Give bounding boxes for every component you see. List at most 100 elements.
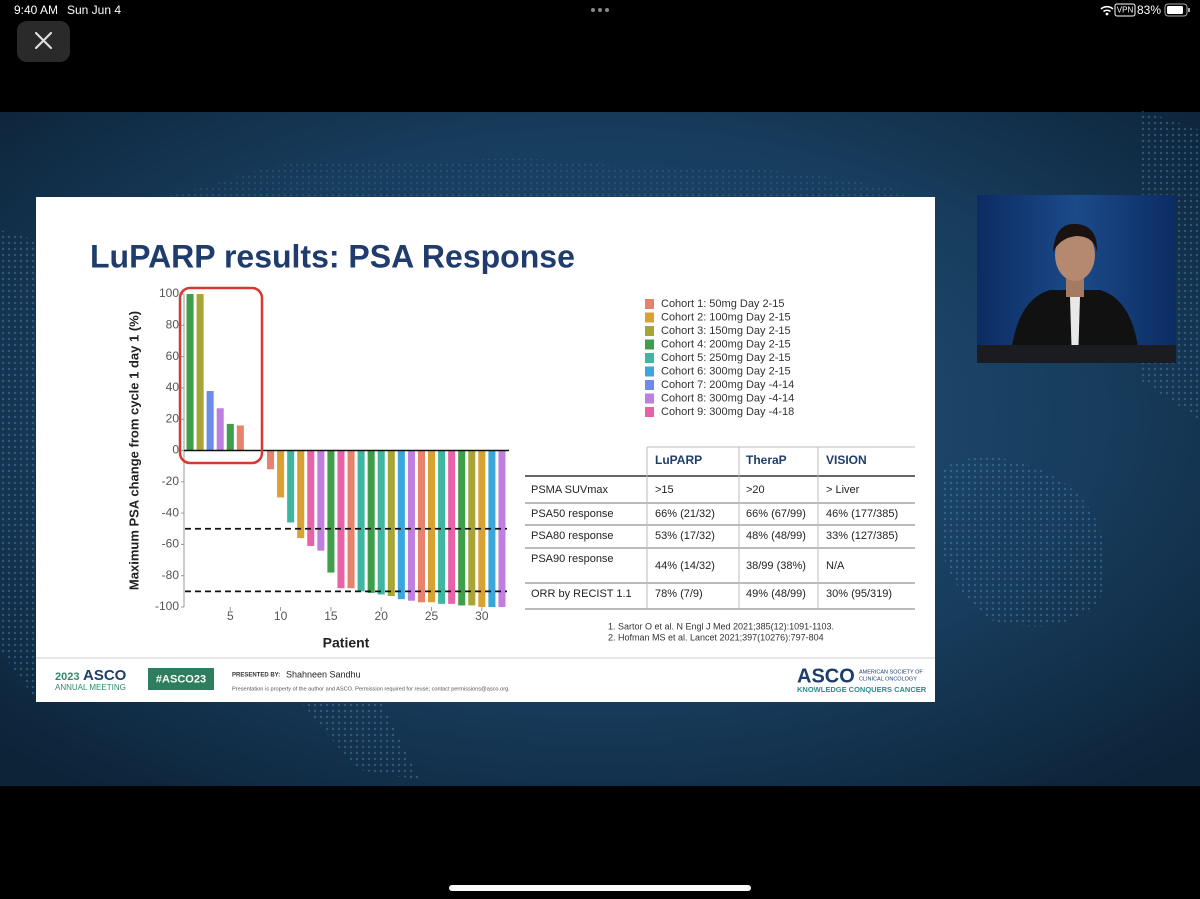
- bar: [307, 450, 315, 546]
- wifi-icon: [1100, 5, 1114, 13]
- table-cell: N/A: [826, 560, 845, 572]
- bar: [236, 425, 244, 451]
- y-tick-label: 60: [166, 349, 180, 363]
- bar: [488, 450, 496, 607]
- bar: [186, 294, 194, 451]
- legend-label: Cohort 5: 250mg Day 2-15: [661, 352, 791, 364]
- multitask-dots[interactable]: [591, 8, 609, 12]
- table-cell: 38/99 (38%): [746, 560, 806, 572]
- vpn-label: VPN: [1117, 6, 1134, 15]
- table-cell: 44% (14/32): [655, 560, 715, 572]
- table-cell: 49% (48/99): [746, 588, 806, 600]
- legend-swatch: [645, 366, 654, 377]
- bar: [498, 450, 506, 607]
- y-tick-label: 80: [166, 317, 180, 331]
- x-tick-label: 20: [375, 609, 389, 623]
- legend-swatch: [645, 299, 654, 309]
- legend-swatch: [645, 312, 654, 323]
- y-tick-label: -40: [162, 505, 180, 519]
- footer-asco: ASCO: [83, 667, 127, 684]
- slide-title: LuPARP results: PSA Response: [90, 238, 575, 274]
- speaker-video: [977, 195, 1176, 363]
- table-cell: > Liver: [826, 484, 860, 496]
- bar: [317, 450, 325, 551]
- y-tick-label: 100: [159, 286, 179, 300]
- x-axis-label: Patient: [323, 635, 370, 651]
- x-tick-label: 30: [475, 609, 489, 623]
- legend-swatch: [645, 326, 654, 336]
- chart: -100 -80 -60 -40 -20 0 20 40 60 80 100 5 10 15 20 25 30 P…: [126, 286, 794, 651]
- hashtag: #ASCO23: [156, 673, 206, 685]
- table-cell: 33% (127/385): [826, 530, 898, 542]
- tagline: KNOWLEDGE CONQUERS CANCER: [797, 685, 927, 694]
- legend-label: Cohort 1: 50mg Day 2-15: [661, 298, 785, 310]
- x-tick-label: 25: [425, 609, 439, 623]
- bar: [438, 450, 446, 604]
- reference: 2. Hofman MS et al. Lancet 2021;397(1027…: [608, 632, 824, 642]
- reference: 1. Sartor O et al. N Engl J Med 2021;385…: [608, 621, 834, 631]
- bar: [216, 408, 224, 451]
- bar: [478, 450, 486, 607]
- table-cell: 53% (17/32): [655, 530, 715, 542]
- battery-level: [1167, 6, 1183, 14]
- legend-label: Cohort 9: 300mg Day -4-18: [661, 406, 794, 418]
- bar: [196, 294, 204, 451]
- legend-swatch: [645, 380, 654, 390]
- hashtag-box: [148, 668, 214, 690]
- society-name: AMERICAN SOCIETY OF: [859, 669, 923, 675]
- legend-label: Cohort 2: 100mg Day 2-15: [661, 311, 791, 323]
- bar: [428, 450, 436, 603]
- wifi-dot: [1105, 12, 1109, 16]
- presented-by: PRESENTED BY:: [232, 673, 280, 679]
- y-tick-label: 20: [166, 411, 180, 425]
- bar: [206, 391, 214, 451]
- bar: [417, 450, 425, 603]
- y-tick-label: 0: [172, 443, 179, 457]
- bar: [387, 450, 395, 597]
- y-tick-label: 40: [166, 380, 180, 394]
- row-label: ORR by RECIST 1.1: [531, 588, 632, 600]
- column-header: VISION: [826, 453, 867, 467]
- highlight-box: [178, 286, 264, 465]
- bar: [287, 450, 295, 523]
- disclaimer: Presentation is property of the author a…: [232, 686, 510, 692]
- status-time: 9:40 AM: [14, 3, 58, 17]
- footer-meeting: ANNUAL MEETING: [55, 683, 126, 692]
- y-tick-label: -60: [162, 537, 180, 551]
- y-tick-label: -100: [155, 599, 179, 613]
- legend-label: Cohort 7: 200mg Day -4-14: [661, 379, 794, 391]
- bar: [407, 450, 415, 601]
- battery-tip: [1188, 8, 1190, 12]
- comparison-table: LuPARP TheraP VISION PSMA SUVmax >15 >20 > Liv…: [525, 446, 915, 610]
- bar: [327, 450, 335, 573]
- bar: [277, 450, 285, 498]
- table-cell: 66% (67/99): [746, 508, 806, 520]
- bar: [448, 450, 456, 604]
- row-label: PSA80 response: [531, 530, 614, 542]
- legend-swatch: [645, 339, 654, 350]
- bar: [297, 450, 305, 539]
- bar: [377, 450, 385, 595]
- column-header: TheraP: [746, 453, 787, 467]
- y-axis-label: Maximum PSA change from cycle 1 day 1 (%…: [126, 311, 141, 590]
- legend-label: Cohort 3: 150mg Day 2-15: [661, 325, 791, 337]
- bar: [397, 450, 405, 600]
- bar: [267, 450, 275, 470]
- x-tick-label: 10: [274, 609, 288, 623]
- bar: [347, 450, 355, 589]
- row-label: PSA90 response: [531, 553, 614, 565]
- close-button[interactable]: [17, 21, 70, 62]
- table-cell: >15: [655, 484, 674, 496]
- home-indicator[interactable]: [449, 885, 751, 891]
- asco-logo: ASCO: [797, 665, 855, 687]
- column-header: LuPARP: [655, 453, 702, 467]
- x-tick-label: 5: [227, 609, 234, 623]
- bar: [458, 450, 466, 606]
- legend-label: Cohort 6: 300mg Day 2-15: [661, 365, 791, 377]
- legend-label: Cohort 4: 200mg Day 2-15: [661, 338, 791, 350]
- y-tick-label: -80: [162, 568, 180, 582]
- legend-label: Cohort 8: 300mg Day -4-14: [661, 392, 794, 404]
- footer-year: 2023: [55, 671, 79, 683]
